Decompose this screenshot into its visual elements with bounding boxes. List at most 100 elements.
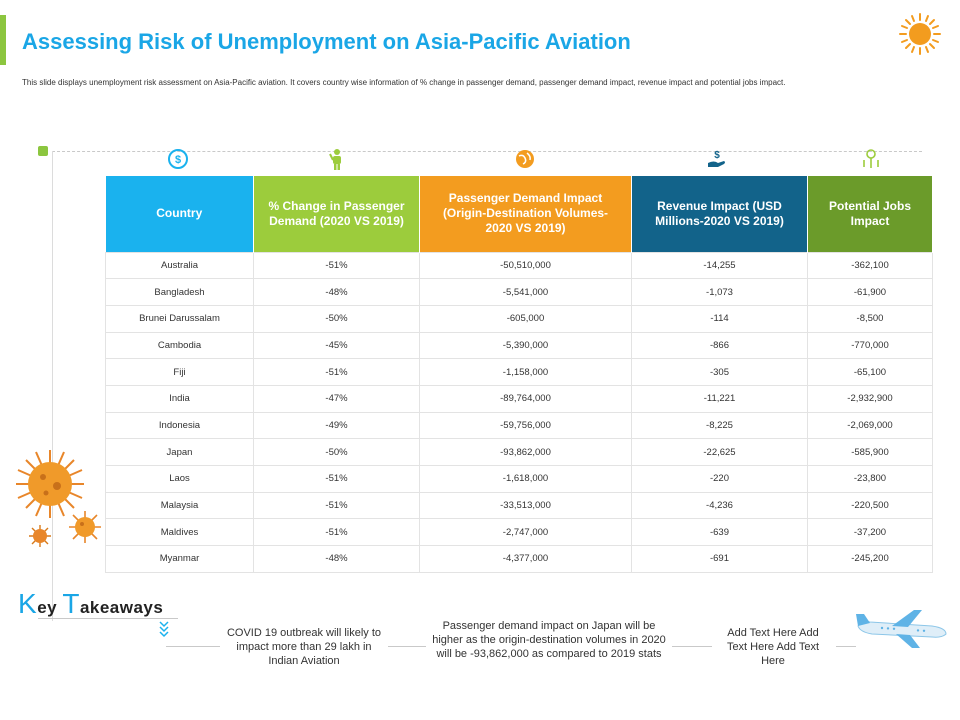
cell-demand-impact: -5,390,000 [419, 331, 632, 360]
cell-jobs-impact: -37,200 [807, 518, 933, 547]
cell-change: -50% [253, 438, 420, 466]
key-takeaways-ey: ey [37, 598, 63, 617]
table-row: Australia -51% -50,510,000 -14,255 -362,100 [105, 251, 933, 280]
sun-icon [899, 13, 941, 55]
table-row: Fiji -51% -1,158,000 -305 -65,100 [105, 358, 933, 386]
cell-revenue-impact: -220 [631, 465, 808, 493]
cell-change: -51% [253, 251, 420, 280]
table-row: Japan -50% -93,862,000 -22,625 -585,900 [105, 438, 933, 466]
takeaway-connector [836, 646, 856, 647]
virus-icon [69, 511, 101, 543]
table-row: Indonesia -49% -59,756,000 -8,225 -2,069,000 [105, 411, 933, 440]
cell-jobs-impact: -8,500 [807, 304, 933, 333]
cell-demand-impact: -605,000 [419, 304, 632, 333]
cell-country: Cambodia [105, 331, 254, 360]
cell-jobs-impact: -585,900 [807, 438, 933, 466]
key-takeaways-underline [38, 618, 178, 619]
table-row: Cambodia -45% -5,390,000 -866 -770,000 [105, 331, 933, 360]
virus-icon [29, 525, 51, 547]
cell-jobs-impact: -362,100 [807, 251, 933, 280]
cell-revenue-impact: -114 [631, 304, 808, 333]
jobs-icon [863, 149, 879, 168]
timeline-vertical-line [52, 151, 53, 621]
cell-change: -47% [253, 384, 420, 413]
cell-revenue-impact: -866 [631, 331, 808, 360]
cell-jobs-impact: -2,932,900 [807, 384, 933, 413]
cell-demand-impact: -1,158,000 [419, 358, 632, 386]
cell-jobs-impact: -220,500 [807, 491, 933, 520]
table-row: Myanmar -48% -4,377,000 -691 -245,200 [105, 545, 933, 573]
cell-revenue-impact: -22,625 [631, 438, 808, 466]
cell-jobs-impact: -245,200 [807, 545, 933, 573]
cell-demand-impact: -50,510,000 [419, 251, 632, 280]
cell-revenue-impact: -1,073 [631, 278, 808, 306]
cell-country: Laos [105, 465, 254, 493]
cell-change: -48% [253, 278, 420, 306]
cell-revenue-impact: -11,221 [631, 384, 808, 413]
timeline-line [52, 151, 922, 152]
cell-country: Maldives [105, 518, 254, 547]
cell-change: -49% [253, 411, 420, 440]
cell-demand-impact: -59,756,000 [419, 411, 632, 440]
cell-change: -48% [253, 545, 420, 573]
airplane-icon [856, 610, 947, 648]
cell-country: Australia [105, 251, 254, 280]
cell-demand-impact: -33,513,000 [419, 491, 632, 520]
header-demand-impact: Passenger Demand Impact (Origin-Destinat… [419, 176, 632, 252]
cell-country: Malaysia [105, 491, 254, 520]
key-takeaways-title: Key Takeaways [18, 588, 163, 620]
takeaway-1: COVID 19 outbreak will likely to impact … [226, 627, 382, 667]
cell-jobs-impact: -2,069,000 [807, 411, 933, 440]
takeaway-connector [672, 646, 712, 647]
table-row: Maldives -51% -2,747,000 -639 -37,200 [105, 518, 933, 547]
cell-country: Japan [105, 438, 254, 466]
table-row: India -47% -89,764,000 -11,221 -2,932,900 [105, 384, 933, 413]
cell-country: Bangladesh [105, 278, 254, 306]
table-header-row: Country % Change in Passenger Demand (20… [105, 176, 933, 252]
key-takeaways-rest: akeaways [79, 598, 164, 617]
table-row: Malaysia -51% -33,513,000 -4,236 -220,500 [105, 491, 933, 520]
cell-change: -51% [253, 518, 420, 547]
cell-country: Brunei Darussalam [105, 304, 254, 333]
table-row: Brunei Darussalam -50% -605,000 -114 -8,500 [105, 304, 933, 333]
cell-country: Myanmar [105, 545, 254, 573]
cell-revenue-impact: -691 [631, 545, 808, 573]
timeline-marker [38, 146, 48, 156]
takeaway-3: Add Text Here Add Text Here Add Text Her… [726, 627, 820, 667]
cell-demand-impact: -93,862,000 [419, 438, 632, 466]
header-country: Country [105, 176, 254, 252]
takeaway-connector [388, 646, 426, 647]
cell-demand-impact: -2,747,000 [419, 518, 632, 547]
cell-change: -51% [253, 491, 420, 520]
header-revenue-impact: Revenue Impact (USD Millions-2020 VS 201… [631, 176, 808, 252]
worker-icon [329, 149, 341, 170]
cell-country: Fiji [105, 358, 254, 386]
takeaway-connector [166, 646, 220, 647]
table-row: Bangladesh -48% -5,541,000 -1,073 -61,900 [105, 278, 933, 306]
chevron-down-icon [159, 621, 169, 638]
cell-revenue-impact: -4,236 [631, 491, 808, 520]
key-takeaways-k: K [18, 588, 38, 619]
table-row: Laos -51% -1,618,000 -220 -23,800 [105, 465, 933, 493]
header-jobs-impact: Potential Jobs Impact [807, 176, 933, 252]
dollar-hand-icon: $ [708, 150, 725, 167]
risk-table: Country % Change in Passenger Demand (20… [105, 176, 933, 573]
cell-demand-impact: -1,618,000 [419, 465, 632, 493]
cell-revenue-impact: -305 [631, 358, 808, 386]
accent-bar [0, 15, 6, 65]
svg-text:$: $ [714, 150, 720, 161]
cell-revenue-impact: -8,225 [631, 411, 808, 440]
globe-dollar-icon: $ [168, 149, 188, 169]
header-change: % Change in Passenger Demand (2020 VS 20… [253, 176, 420, 252]
cell-change: -50% [253, 304, 420, 333]
page-subtitle: This slide displays unemployment risk as… [22, 78, 786, 87]
cell-revenue-impact: -639 [631, 518, 808, 547]
cell-change: -51% [253, 465, 420, 493]
cell-jobs-impact: -770,000 [807, 331, 933, 360]
cell-jobs-impact: -65,100 [807, 358, 933, 386]
cell-change: -45% [253, 331, 420, 360]
cell-country: India [105, 384, 254, 413]
cell-jobs-impact: -61,900 [807, 278, 933, 306]
cell-change: -51% [253, 358, 420, 386]
cell-demand-impact: -5,541,000 [419, 278, 632, 306]
